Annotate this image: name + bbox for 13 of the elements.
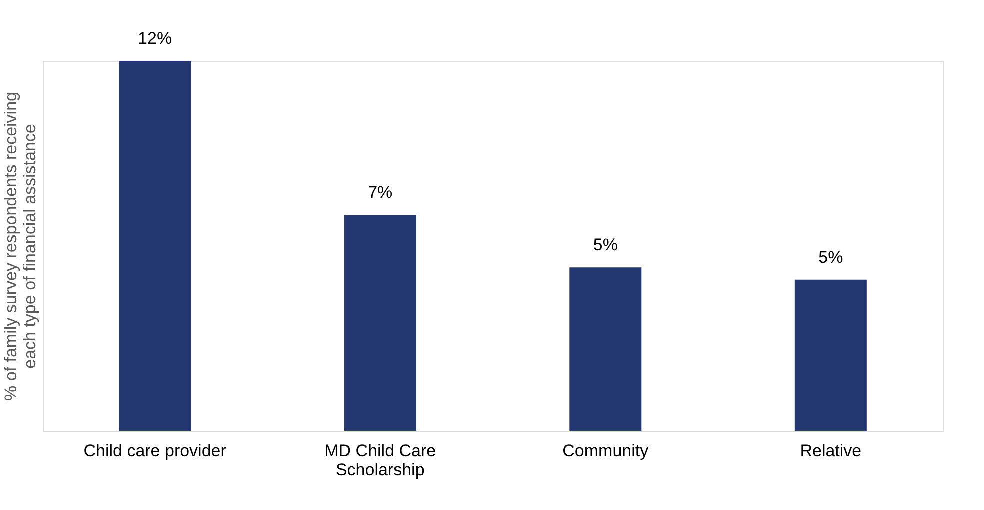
data-label: 7% [368, 183, 393, 202]
x-tick-label: Child care provider [84, 442, 227, 460]
bar [119, 61, 192, 431]
y-axis-title: % of family survey respondents receiving each type of financial assistance [2, 92, 40, 401]
bar [570, 268, 642, 431]
data-label: 5% [593, 236, 618, 255]
x-tick-label: Relative [800, 442, 862, 460]
bar [344, 215, 416, 431]
data-label: 12% [138, 29, 172, 48]
x-tick-label: Community [562, 442, 650, 460]
data-label: 5% [818, 248, 844, 267]
bar [794, 280, 867, 431]
x-tick-label: MD Child Care Scholarship [324, 442, 436, 480]
